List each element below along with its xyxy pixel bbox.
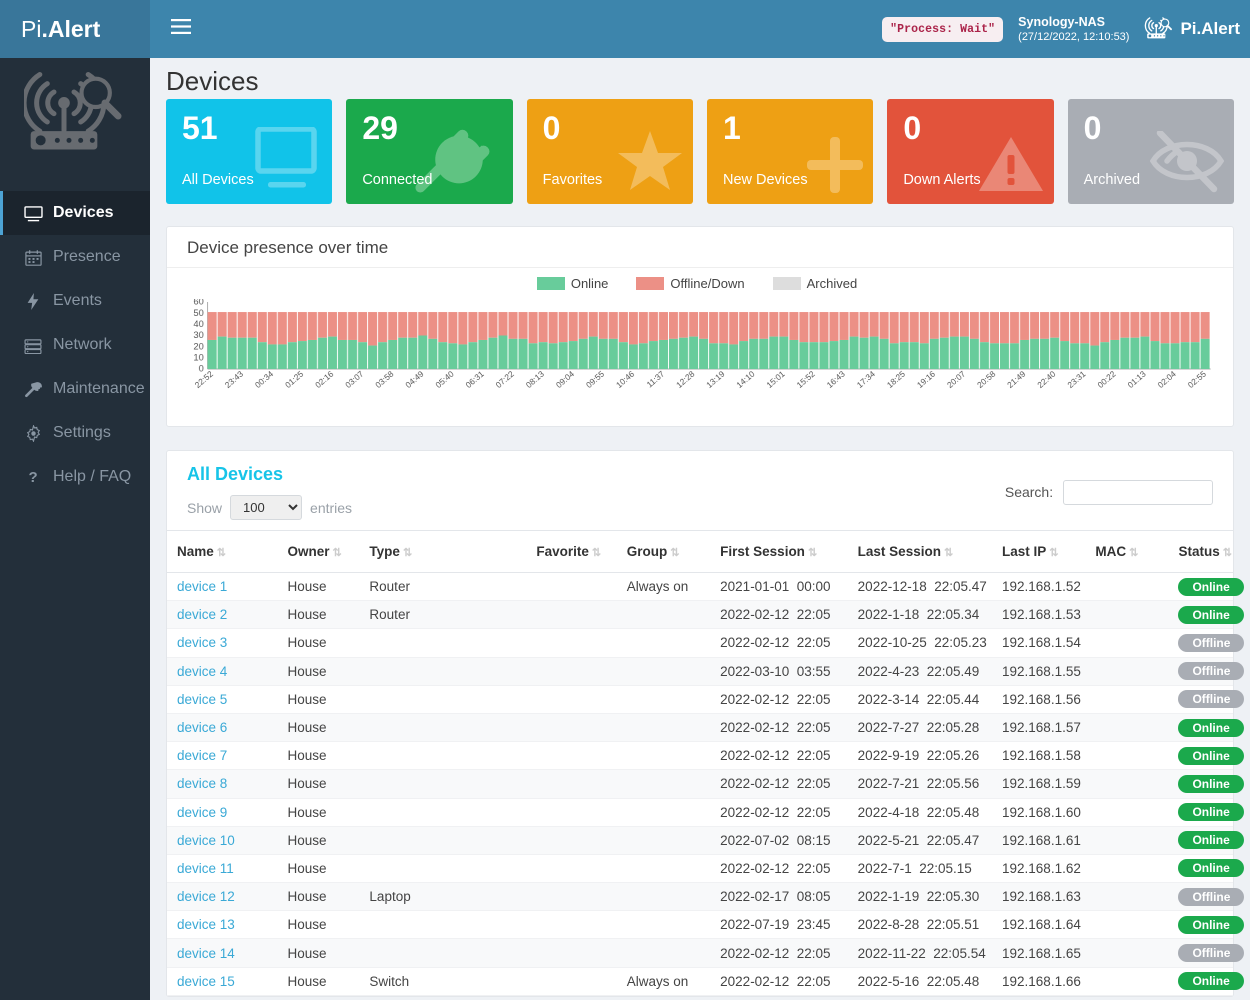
svg-text:?: ? <box>28 469 37 486</box>
